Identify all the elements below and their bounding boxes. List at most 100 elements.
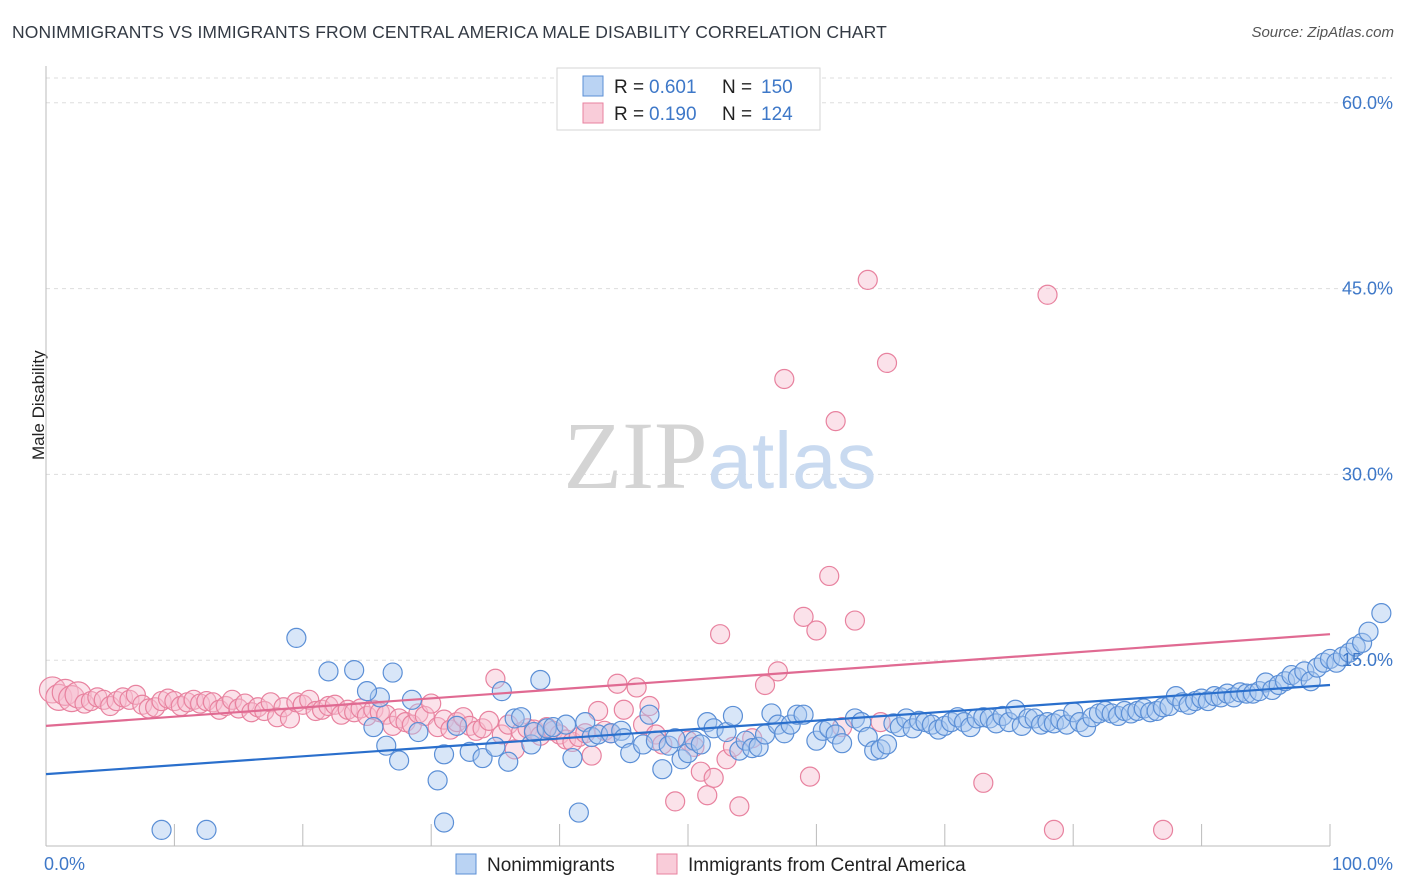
stats-r-label: R = xyxy=(614,104,644,125)
data-point xyxy=(151,819,172,840)
trend-line-nonimmigrants xyxy=(45,683,1331,776)
data-point xyxy=(857,269,878,291)
data-point xyxy=(928,719,949,740)
stats-n-label: N = xyxy=(722,77,752,98)
data-point xyxy=(665,791,686,812)
data-point xyxy=(1043,819,1065,840)
stats-swatch xyxy=(582,75,604,97)
stats-r-value: 0.601 xyxy=(649,77,697,98)
data-point xyxy=(864,740,885,761)
data-point xyxy=(132,694,153,715)
legend-swatch xyxy=(455,853,477,875)
data-point xyxy=(1294,661,1315,682)
data-point xyxy=(318,661,339,682)
bottom-legend: Nonimmigrants Immigrants from Central Ame… xyxy=(455,853,966,876)
data-point xyxy=(613,699,634,720)
data-point xyxy=(799,766,821,787)
data-point xyxy=(523,721,545,743)
data-point xyxy=(543,716,564,738)
legend-label: Nonimmigrants xyxy=(487,855,615,876)
series-immigrants-points xyxy=(38,269,1174,840)
data-point xyxy=(382,662,403,683)
data-point xyxy=(376,704,397,725)
data-point xyxy=(356,681,378,702)
data-point xyxy=(998,712,1020,733)
x-tick-label-min: 0.0% xyxy=(44,854,85,874)
data-point xyxy=(1371,603,1392,624)
data-point xyxy=(530,669,551,691)
stats-n-value: 124 xyxy=(761,104,793,125)
stats-r-label: R = xyxy=(614,77,644,98)
data-point xyxy=(581,745,602,766)
legend-label: Immigrants from Central America xyxy=(688,855,966,876)
data-point xyxy=(973,772,994,793)
data-point xyxy=(831,733,853,754)
grid-lines xyxy=(46,77,1392,661)
legend-swatch xyxy=(656,853,678,875)
data-point xyxy=(793,606,814,627)
data-point xyxy=(639,695,660,717)
data-point xyxy=(363,716,384,738)
data-point xyxy=(844,610,866,631)
data-point xyxy=(504,708,525,729)
y-tick-label: 15.0% xyxy=(1342,650,1393,670)
data-point xyxy=(433,744,455,765)
data-point xyxy=(1236,683,1257,704)
x-tick-labels: 0.0% 100.0% xyxy=(44,854,1393,874)
data-point xyxy=(876,352,898,374)
data-point xyxy=(806,730,827,751)
data-point xyxy=(498,751,519,772)
source-label: Source: ZipAtlas.com xyxy=(1251,24,1394,41)
data-point xyxy=(286,627,307,648)
data-point xyxy=(729,796,750,817)
data-point xyxy=(588,700,609,722)
data-point xyxy=(748,736,769,758)
data-point xyxy=(690,734,711,755)
data-point xyxy=(1345,636,1366,657)
data-point xyxy=(555,714,577,735)
data-point xyxy=(767,661,788,682)
data-point xyxy=(478,710,500,731)
data-point xyxy=(568,802,589,823)
data-point xyxy=(819,565,840,587)
x-tick-label-max: 100.0% xyxy=(1332,854,1393,874)
data-point xyxy=(433,812,455,833)
data-point xyxy=(376,735,397,756)
trend-line-immigrants xyxy=(45,633,1331,727)
data-point xyxy=(1146,700,1167,722)
stats-legend: R = 0.601 N = 150 R = 0.190 N = 124 xyxy=(556,67,821,131)
data-point xyxy=(1075,716,1097,738)
data-point xyxy=(876,734,898,755)
y-tick-label: 30.0% xyxy=(1342,464,1393,484)
data-point xyxy=(690,761,711,782)
y-tick-label: 60.0% xyxy=(1342,93,1393,113)
data-point xyxy=(632,734,654,755)
data-point xyxy=(1152,819,1174,840)
stats-n-label: N = xyxy=(722,104,752,125)
data-point xyxy=(697,785,718,806)
data-point xyxy=(1351,632,1373,653)
data-point xyxy=(344,660,365,681)
data-point xyxy=(703,767,724,788)
data-point xyxy=(575,712,596,733)
data-point xyxy=(260,692,281,713)
data-point xyxy=(652,759,673,780)
data-point xyxy=(562,747,583,769)
data-point xyxy=(64,681,92,709)
stats-n-value: 150 xyxy=(761,77,793,98)
axes xyxy=(45,66,1331,847)
data-point xyxy=(825,411,846,432)
stats-swatch xyxy=(582,102,604,124)
data-point xyxy=(459,741,480,762)
chart-title: NONIMMIGRANTS VS IMMIGRANTS FROM CENTRAL… xyxy=(12,22,887,42)
data-point xyxy=(1018,708,1039,729)
data-point xyxy=(389,750,410,771)
data-point xyxy=(626,677,647,698)
data-point xyxy=(427,770,448,791)
data-point xyxy=(408,721,429,743)
data-point xyxy=(125,684,146,705)
data-point xyxy=(709,624,731,645)
data-point xyxy=(787,704,808,725)
trend-lines xyxy=(45,633,1331,776)
